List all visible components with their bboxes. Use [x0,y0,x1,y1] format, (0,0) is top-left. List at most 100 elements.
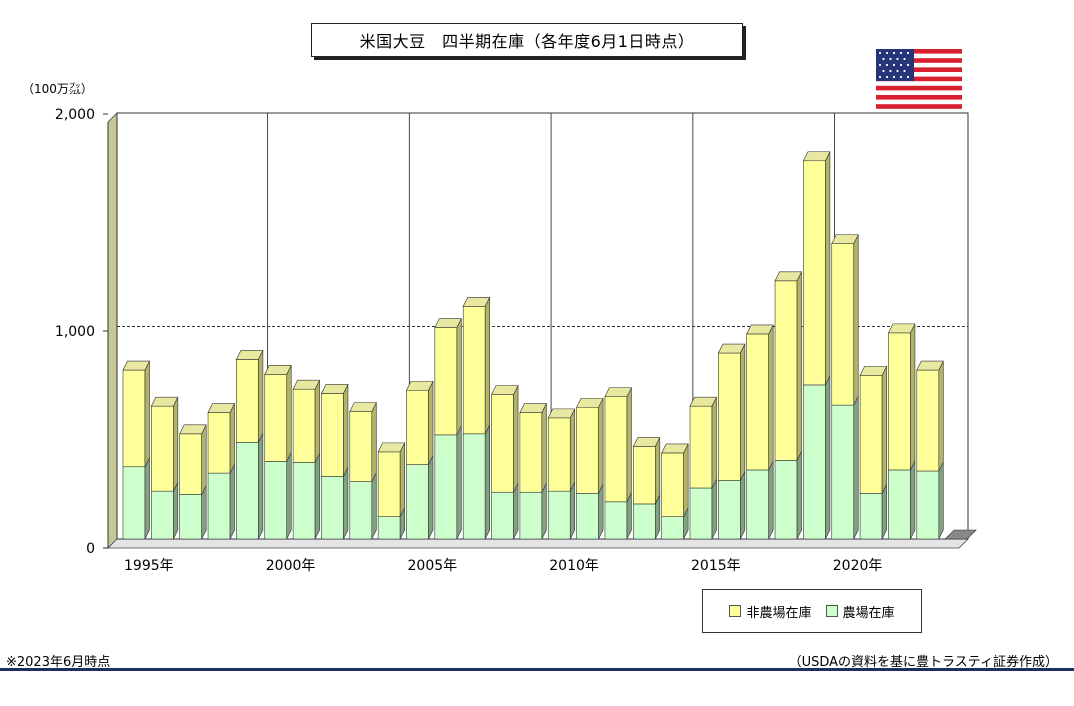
bar-top-face [689,396,717,407]
bar-off-farm [803,160,826,386]
bar-top-face [887,323,916,334]
bar-on-farm [689,487,713,540]
bar-on-farm [803,384,826,540]
bar-off-farm [491,394,514,493]
bar-off-farm-side [484,297,491,434]
bar-on-farm-side [853,395,859,540]
bar-on-farm [547,490,571,540]
us-flag-icon [876,49,962,111]
x-tick-label: 2015年 [691,558,741,574]
legend-label-off-farm: 非農場在庫 [746,605,812,621]
bar-top-face [264,365,292,375]
bar-top-face [661,443,689,454]
bar-on-farm-side [456,425,462,540]
bar-top-face [320,384,349,394]
bar-off-farm [661,452,684,517]
bar-on-farm [491,491,514,540]
plot-floor [107,538,969,549]
bar-off-farm-side [286,365,292,462]
bar-off-farm-side [258,350,264,443]
bar-on-farm-side [173,482,179,540]
bar-off-farm-side [654,437,661,505]
bar-off-farm-side [569,408,576,492]
legend-swatch-on-farm [825,605,838,617]
bar-off-farm-side [343,384,349,477]
bar-top-face [717,343,746,354]
bar-on-farm-side [229,463,235,540]
bar-on-farm [632,503,656,540]
bar-top-face [235,350,264,360]
bar-off-farm [151,405,174,492]
bar-on-farm-side [825,375,831,540]
bar-off-farm-side [173,397,179,492]
bar-off-farm-side [910,323,916,471]
bar-off-farm [462,306,486,435]
bar-off-farm-side [711,397,717,489]
bar-top-face [292,379,321,390]
bar-top-face [406,380,434,391]
bar-off-farm-side [201,424,207,495]
bar-on-farm [604,501,628,540]
bar-off-farm-side [853,234,859,406]
bar-empty-base [944,529,977,540]
y-tick-label: 2,000 [55,107,95,123]
bar-off-farm [406,389,429,465]
source-note: （USDAの資料を基に豊トラスティ証券作成） [788,655,1058,670]
bar-off-farm [321,393,344,477]
bar-off-farm-side [598,398,604,494]
bar-on-farm-side [796,451,802,540]
bar-on-farm-side [286,452,292,540]
bar-on-farm [122,466,146,540]
bar-top-face [576,397,604,408]
bar-off-farm [349,411,373,482]
bar-off-farm-side [144,360,150,467]
bar-top-face [916,360,944,371]
bar-on-farm [916,470,940,540]
bar-top-face [377,442,406,453]
bar-off-farm [604,396,628,503]
bar-on-farm-side [541,483,547,540]
bar-top-face [632,437,661,447]
bar-off-farm [831,243,855,406]
bar-off-farm [859,375,883,494]
chart-title: 米国大豆 四半期在庫（各年度6月1日時点） [311,23,743,57]
bar-on-farm [406,464,429,540]
chart-title-text: 米国大豆 四半期在庫（各年度6月1日時点） [359,32,695,51]
bar-off-farm [888,332,911,471]
bar-off-farm [547,417,571,492]
bar-off-farm-side [881,366,887,494]
x-tick-label: 2005年 [408,558,458,574]
bar-on-farm [292,462,316,540]
bar-on-farm [746,469,770,540]
bar-off-farm [264,374,288,462]
bar-off-farm-side [314,380,320,463]
bar-off-farm-side [541,403,547,493]
bar-off-farm-side [683,443,689,517]
bar-on-farm [179,494,202,540]
bar-on-farm [349,481,373,540]
bar-top-face [349,402,377,412]
bar-off-farm [377,451,401,517]
legend-item-on-farm: 農場在庫 [825,602,895,621]
bar-off-farm [689,405,713,489]
x-tick-label: 2000年 [266,558,316,574]
bar-on-farm [264,461,288,540]
bar-on-farm-side [711,478,717,540]
bar-off-farm-side [938,360,944,472]
legend-item-off-farm: 非農場在庫 [729,602,812,621]
bar-off-farm [122,369,146,468]
bar-on-farm [151,490,174,540]
y-tick-label: 1,000 [55,324,95,340]
bar-on-farm [888,469,911,540]
bar-top-face [746,324,774,335]
bar-on-farm-side [513,483,519,540]
footnote: ※2023年6月時点 [6,655,111,670]
bar-off-farm-side [229,403,235,474]
x-tick-label: 2010年 [549,558,599,574]
bar-off-farm-side [825,151,831,386]
x-tick-label: 2020年 [833,558,883,574]
bar-top-face [179,424,207,435]
bar-off-farm [292,388,316,463]
bar-off-farm [236,359,259,443]
